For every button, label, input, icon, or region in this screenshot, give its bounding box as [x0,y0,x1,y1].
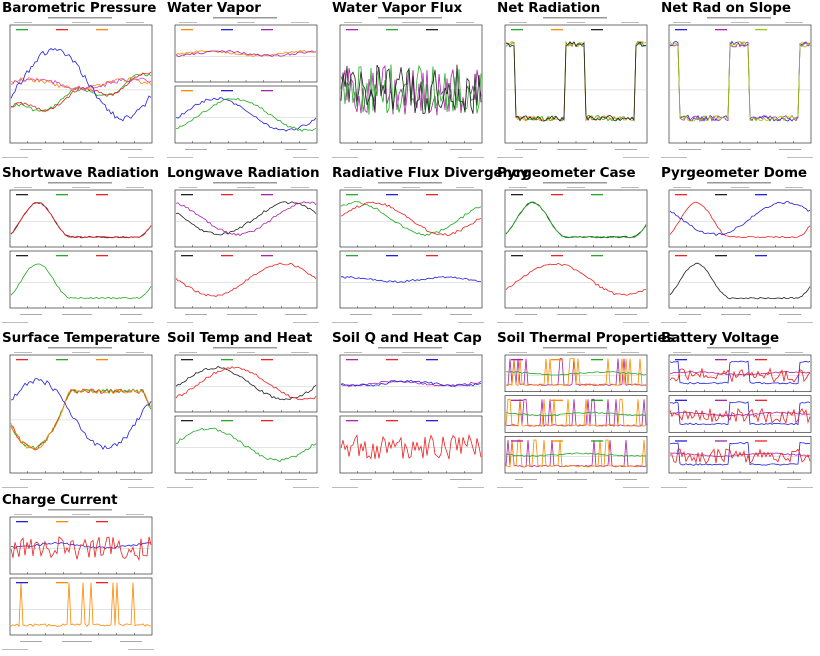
plot-graphic [332,17,484,158]
panel-soil-q-and-heat-cap: Soil Q and Heat Cap [330,330,490,494]
plot-thumbnail-surface-temperature[interactable] [0,345,160,493]
plot-graphic [2,182,154,323]
plot-graphic [167,347,319,488]
panel-surface-temperature: Surface Temperature [0,330,160,494]
plot-graphic [332,182,484,323]
panel-title: Water Vapor Flux [332,0,463,16]
panel-title: Soil Temp and Heat [167,330,313,346]
panel-title: Net Radiation [497,0,601,16]
plot-graphic [2,509,154,650]
plot-graphic [2,347,154,488]
panel-title: Surface Temperature [2,330,161,346]
plot-graphic [497,182,649,323]
panel-title: Net Rad on Slope [661,0,791,16]
panel-barometric-pressure: Barometric Pressure [0,0,160,164]
panel-pyrgeometer-dome: Pyrgeometer Dome [659,165,819,329]
plot-thumbnail-water-vapor-flux[interactable] [330,15,490,163]
panel-battery-voltage: Battery Voltage [659,330,819,494]
plot-graphic [167,17,319,158]
panel-longwave-radiation: Longwave Radiation [165,165,325,329]
plot-graphic [661,347,813,488]
panel-shortwave-radiation: Shortwave Radiation [0,165,160,329]
panel-soil-temp-and-heat: Soil Temp and Heat [165,330,325,494]
panel-soil-thermal-properties: Soil Thermal Properties [495,330,674,494]
panel-net-rad-on-slope: Net Rad on Slope [659,0,819,164]
plot-thumbnail-pyrgeometer-dome[interactable] [659,180,819,328]
plot-graphic [332,347,484,488]
plot-thumbnail-shortwave-radiation[interactable] [0,180,160,328]
plot-graphic [167,182,319,323]
plot-thumbnail-net-rad-on-slope[interactable] [659,15,819,163]
panel-title: Radiative Flux Divergency [332,165,529,181]
plot-thumbnail-battery-voltage[interactable] [659,345,819,493]
plot-thumbnail-soil-thermal-properties[interactable] [495,345,655,493]
plot-thumbnail-longwave-radiation[interactable] [165,180,325,328]
panel-title: Barometric Pressure [2,0,157,16]
panel-title: Pyrgeometer Dome [661,165,807,181]
plot-thumbnail-soil-q-and-heat-cap[interactable] [330,345,490,493]
plot-thumbnail-barometric-pressure[interactable] [0,15,160,163]
panel-title: Shortwave Radiation [2,165,159,181]
panel-water-vapor: Water Vapor [165,0,325,164]
plot-graphic [497,347,649,488]
plot-thumbnail-pyrgeometer-case[interactable] [495,180,655,328]
panel-title: Water Vapor [167,0,261,16]
plot-thumbnail-net-radiation[interactable] [495,15,655,163]
panel-net-radiation: Net Radiation [495,0,655,164]
panel-title: Soil Thermal Properties [497,330,675,346]
plot-graphic [2,17,154,158]
plot-graphic [661,182,813,323]
panel-pyrgeometer-case: Pyrgeometer Case [495,165,655,329]
panel-title: Longwave Radiation [167,165,320,181]
plot-graphic [661,17,813,158]
panel-title: Battery Voltage [661,330,780,346]
panel-water-vapor-flux: Water Vapor Flux [330,0,490,164]
plot-thumbnail-radiative-flux-divergency[interactable] [330,180,490,328]
plot-graphic [497,17,649,158]
panel-radiative-flux-divergency: Radiative Flux Divergency [330,165,529,329]
plot-thumbnail-charge-current[interactable] [0,507,160,655]
plot-thumbnail-water-vapor[interactable] [165,15,325,163]
panel-title: Soil Q and Heat Cap [332,330,482,346]
panel-title: Charge Current [2,492,118,508]
panel-title: Pyrgeometer Case [497,165,636,181]
panel-charge-current: Charge Current [0,492,160,656]
plot-thumbnail-soil-temp-and-heat[interactable] [165,345,325,493]
